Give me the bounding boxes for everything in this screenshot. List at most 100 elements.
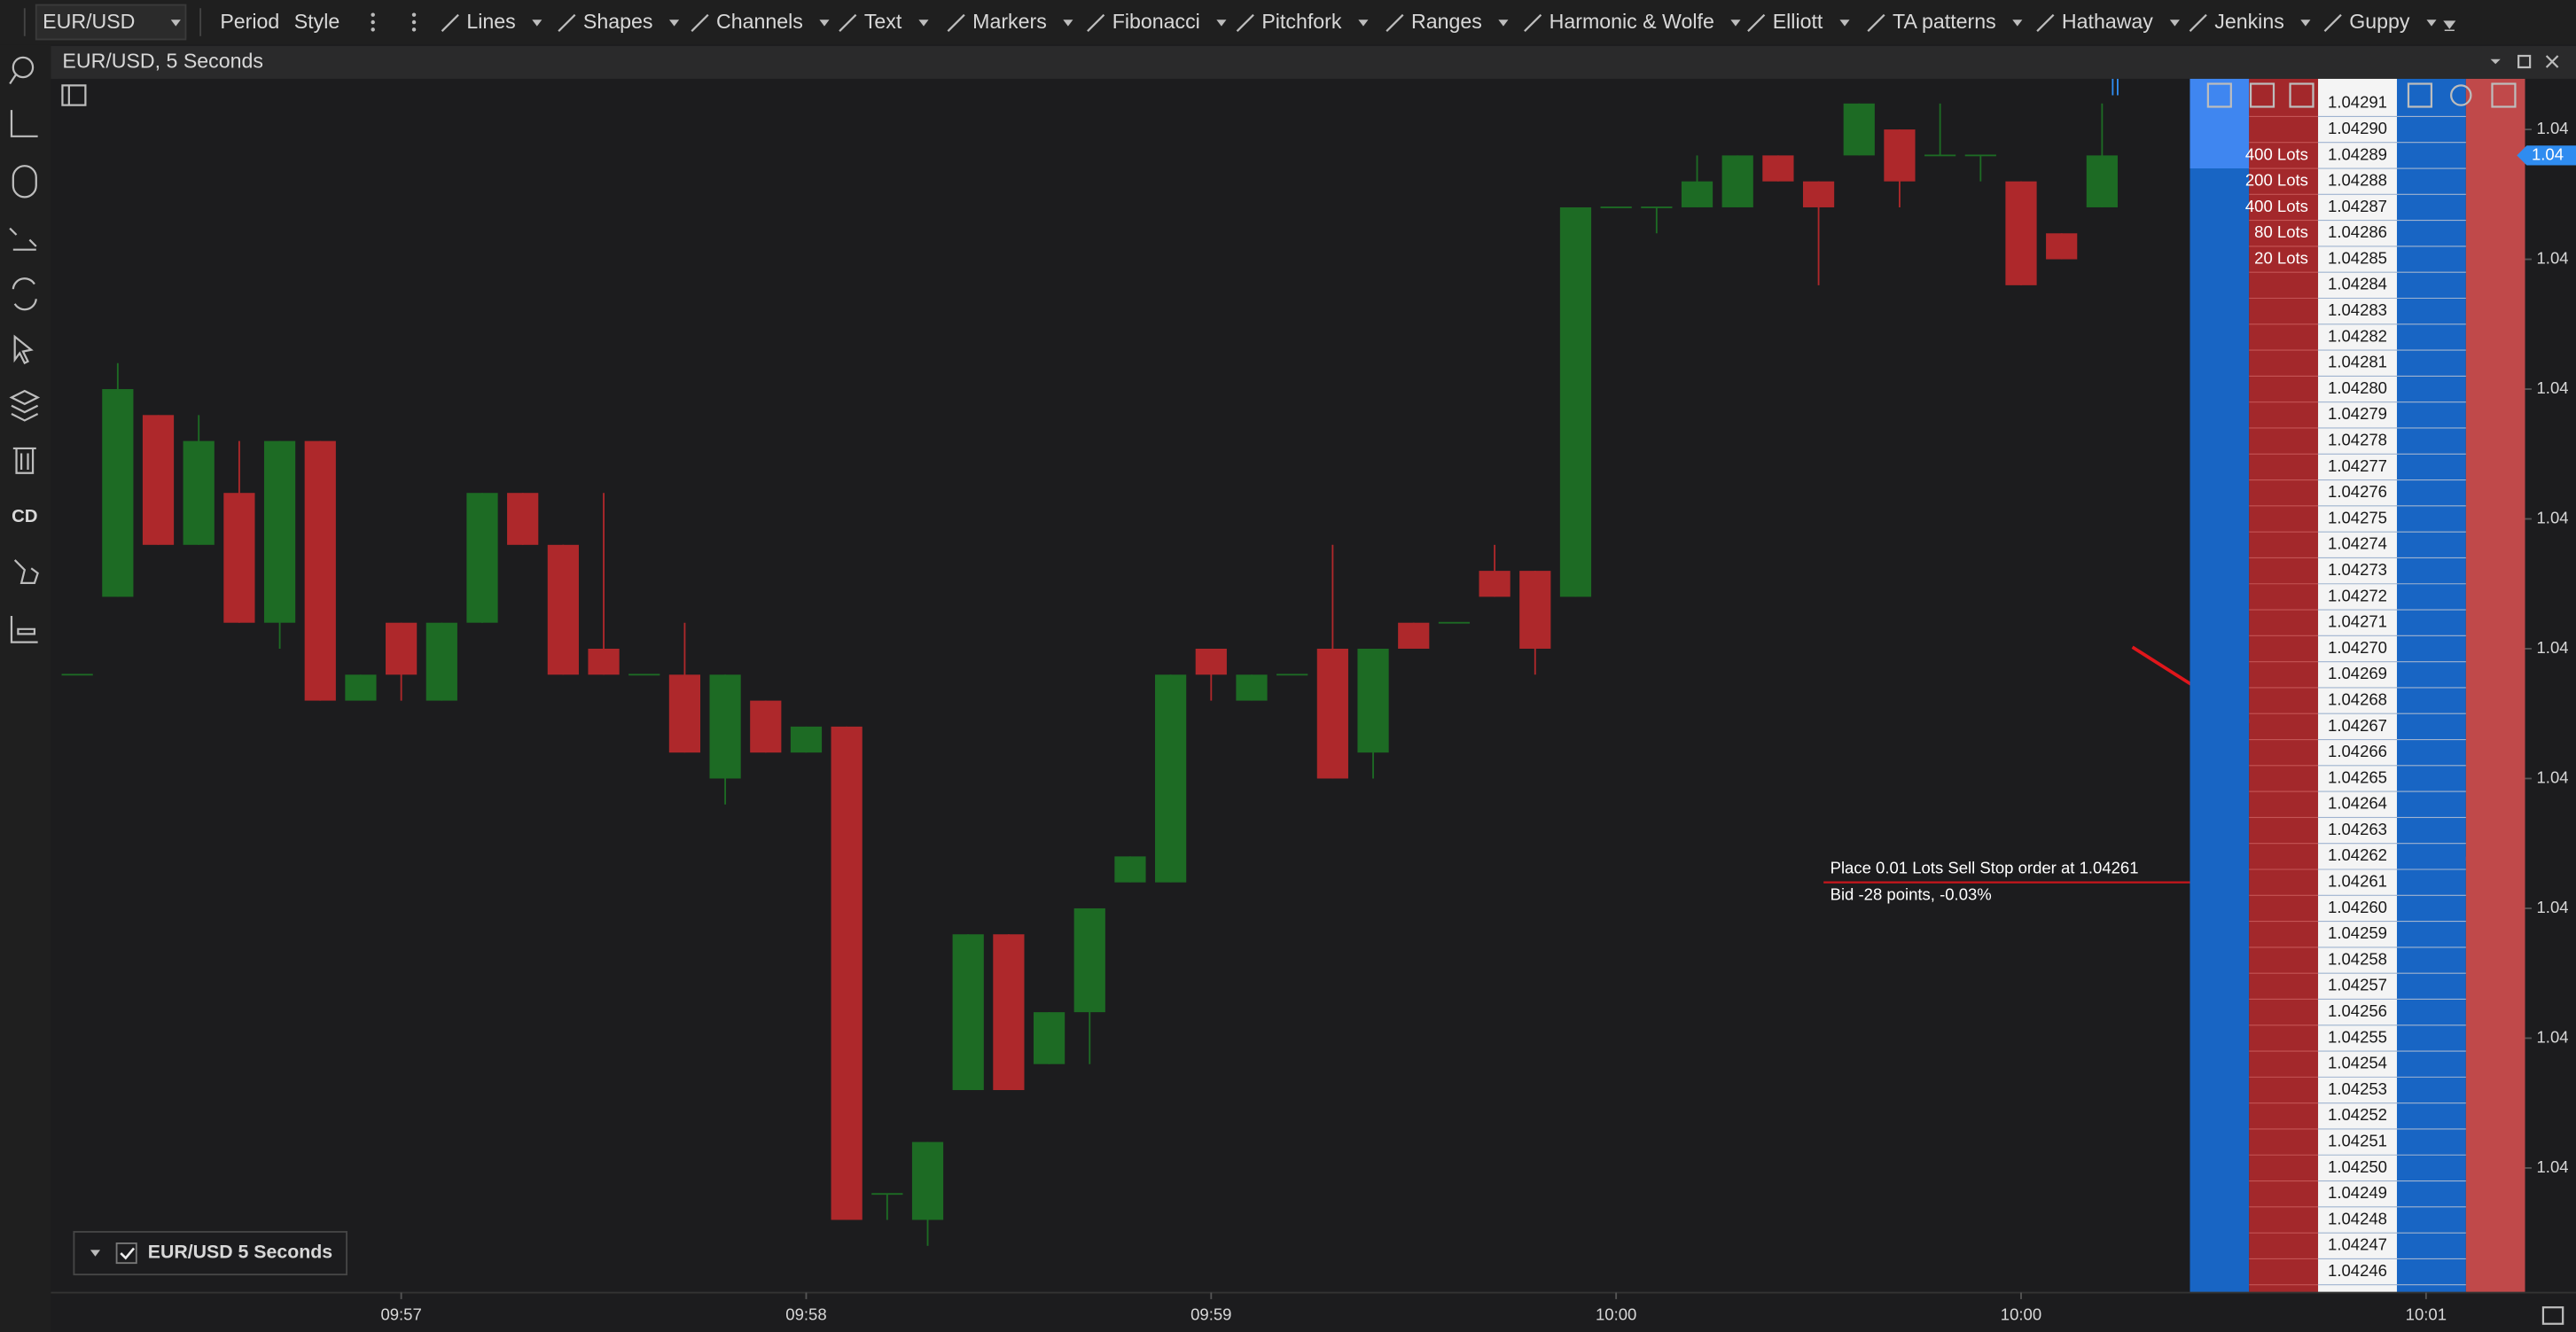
menu-dots[interactable] bbox=[411, 12, 417, 17]
candle-body bbox=[1398, 622, 1430, 649]
candle-body bbox=[2086, 155, 2118, 207]
ladder-price: 1.04288 bbox=[2328, 171, 2387, 190]
menu-dots bbox=[371, 19, 375, 25]
legend-caret[interactable] bbox=[90, 1250, 101, 1257]
toolbar-icon bbox=[1747, 13, 1766, 32]
ladder-price: 1.04250 bbox=[2328, 1157, 2387, 1176]
toolbar-item[interactable]: Fibonacci bbox=[1112, 10, 1200, 33]
overflow-menu[interactable] bbox=[2443, 20, 2456, 32]
ladder-price: 1.04266 bbox=[2328, 742, 2387, 760]
menu-dots[interactable] bbox=[371, 12, 375, 17]
axis-tool[interactable] bbox=[10, 615, 38, 643]
ladder-button[interactable] bbox=[2491, 82, 2517, 108]
ladder-button[interactable] bbox=[2407, 82, 2433, 108]
panel-toggle[interactable] bbox=[61, 84, 87, 106]
toolbar-item[interactable]: Ranges bbox=[1411, 10, 1482, 33]
ladder-price: 1.04257 bbox=[2328, 976, 2387, 994]
legend-checkbox[interactable] bbox=[115, 1242, 137, 1265]
cd-tool[interactable]: CD bbox=[12, 507, 37, 526]
delete-tool[interactable] bbox=[12, 447, 36, 474]
ladder-price: 1.04261 bbox=[2328, 872, 2387, 891]
ladder-lots[interactable]: 20 Lots bbox=[2254, 248, 2308, 267]
symbol-label[interactable]: EUR/USD bbox=[43, 10, 135, 33]
x-axis: 09:57 09:58 09:59 10:00 10:00 10:01 bbox=[380, 1292, 2447, 1323]
ladder-price: 1.04267 bbox=[2328, 716, 2387, 735]
ladder-orders-column bbox=[2249, 78, 2319, 1293]
ladder-lots[interactable]: 400 Lots bbox=[2245, 144, 2308, 163]
x-tick-label: 10:00 bbox=[2001, 1305, 2041, 1323]
toolbar-item[interactable]: Period bbox=[220, 10, 279, 33]
toolbar-item[interactable]: Channels bbox=[716, 10, 803, 33]
dropdown-caret bbox=[1839, 19, 1850, 27]
toolbar-item[interactable]: Guppy bbox=[2349, 10, 2410, 33]
toolbar-icon bbox=[2189, 13, 2207, 32]
dropdown-caret bbox=[1216, 19, 1227, 27]
toolbar-icon bbox=[1386, 13, 1404, 32]
toolbar-icon bbox=[2036, 13, 2055, 32]
candle-body bbox=[952, 934, 984, 1091]
ladder-button[interactable] bbox=[2289, 82, 2314, 108]
window-restore[interactable] bbox=[2517, 54, 2532, 69]
toolbar-icon bbox=[947, 13, 965, 32]
ladder-button[interactable] bbox=[2249, 82, 2275, 108]
candle-body bbox=[2005, 181, 2037, 285]
candle-body bbox=[1600, 206, 1632, 208]
candle-body bbox=[183, 440, 215, 545]
candle-body bbox=[345, 674, 377, 701]
corner-button[interactable] bbox=[2541, 1306, 2564, 1325]
candle-body bbox=[1236, 674, 1268, 701]
toolbar-item[interactable]: Lines bbox=[466, 10, 515, 33]
layers-tool[interactable] bbox=[9, 389, 41, 422]
candle-body bbox=[1519, 571, 1551, 649]
toolbar-item[interactable]: Text bbox=[864, 10, 902, 33]
order-label: Place 0.01 Lots Sell Stop order at 1.042… bbox=[1831, 859, 2139, 877]
toolbar-item[interactable]: Style bbox=[294, 10, 340, 33]
ladder-button[interactable] bbox=[2206, 82, 2232, 108]
ladder-center-button[interactable] bbox=[2450, 84, 2472, 106]
window-close[interactable] bbox=[2545, 55, 2559, 68]
toolbar-item[interactable]: Harmonic & Wolfe bbox=[1550, 10, 1714, 33]
ladder-price: 1.04289 bbox=[2328, 144, 2387, 163]
refresh-tool[interactable] bbox=[12, 277, 37, 311]
toolbar-item[interactable]: Hathaway bbox=[2062, 10, 2153, 33]
y-tick-label: 1.04 bbox=[2537, 898, 2569, 916]
toolbar-item[interactable]: Markers bbox=[972, 10, 1047, 33]
candle-body bbox=[1316, 648, 1348, 779]
pointer-tool[interactable] bbox=[13, 334, 34, 365]
top-toolbar bbox=[0, 0, 2576, 45]
ladder-price: 1.04279 bbox=[2328, 404, 2387, 423]
y-tick-label: 1.04 bbox=[2537, 767, 2569, 786]
mouse-tool[interactable] bbox=[12, 165, 37, 199]
ladder-lots[interactable]: 80 Lots bbox=[2254, 222, 2308, 241]
candle-body bbox=[750, 700, 782, 753]
candle-body bbox=[831, 726, 863, 1220]
left-tools bbox=[9, 56, 41, 643]
ladder-price: 1.04264 bbox=[2328, 794, 2387, 813]
candle-body bbox=[1559, 206, 1592, 597]
crosshair-tool[interactable] bbox=[10, 110, 38, 137]
measure-tool[interactable] bbox=[9, 227, 37, 251]
toolbar-item[interactable]: Elliott bbox=[1773, 10, 1823, 33]
ladder-highlight bbox=[2190, 78, 2250, 169]
window-menu[interactable] bbox=[2490, 58, 2501, 65]
toolbar-icon bbox=[2323, 13, 2342, 32]
ladder-price: 1.04276 bbox=[2328, 482, 2387, 501]
search-tool[interactable] bbox=[12, 56, 35, 79]
ladder-price: 1.04258 bbox=[2328, 949, 2387, 968]
toolbar-item[interactable]: Jenkins bbox=[2214, 10, 2284, 33]
dropdown-caret bbox=[669, 19, 680, 27]
ladder-lots[interactable]: 400 Lots bbox=[2245, 197, 2308, 215]
ladder-price: 1.04259 bbox=[2328, 923, 2387, 942]
symbol-selector[interactable] bbox=[35, 4, 187, 41]
toolbar-item[interactable]: TA patterns bbox=[1893, 10, 1996, 33]
toolbar-item[interactable]: Shapes bbox=[583, 10, 653, 33]
x-tick-label: 09:58 bbox=[785, 1305, 826, 1323]
ladder-lots[interactable]: 200 Lots bbox=[2245, 171, 2308, 190]
candle-body bbox=[1155, 674, 1187, 883]
candle-body bbox=[628, 674, 660, 676]
toolbar-item[interactable]: Pitchfork bbox=[1261, 10, 1342, 33]
ladder-price: 1.04271 bbox=[2328, 612, 2387, 631]
hand-tool[interactable] bbox=[13, 559, 39, 585]
dropdown-caret bbox=[1358, 19, 1369, 27]
left-toolbar bbox=[0, 44, 51, 1332]
